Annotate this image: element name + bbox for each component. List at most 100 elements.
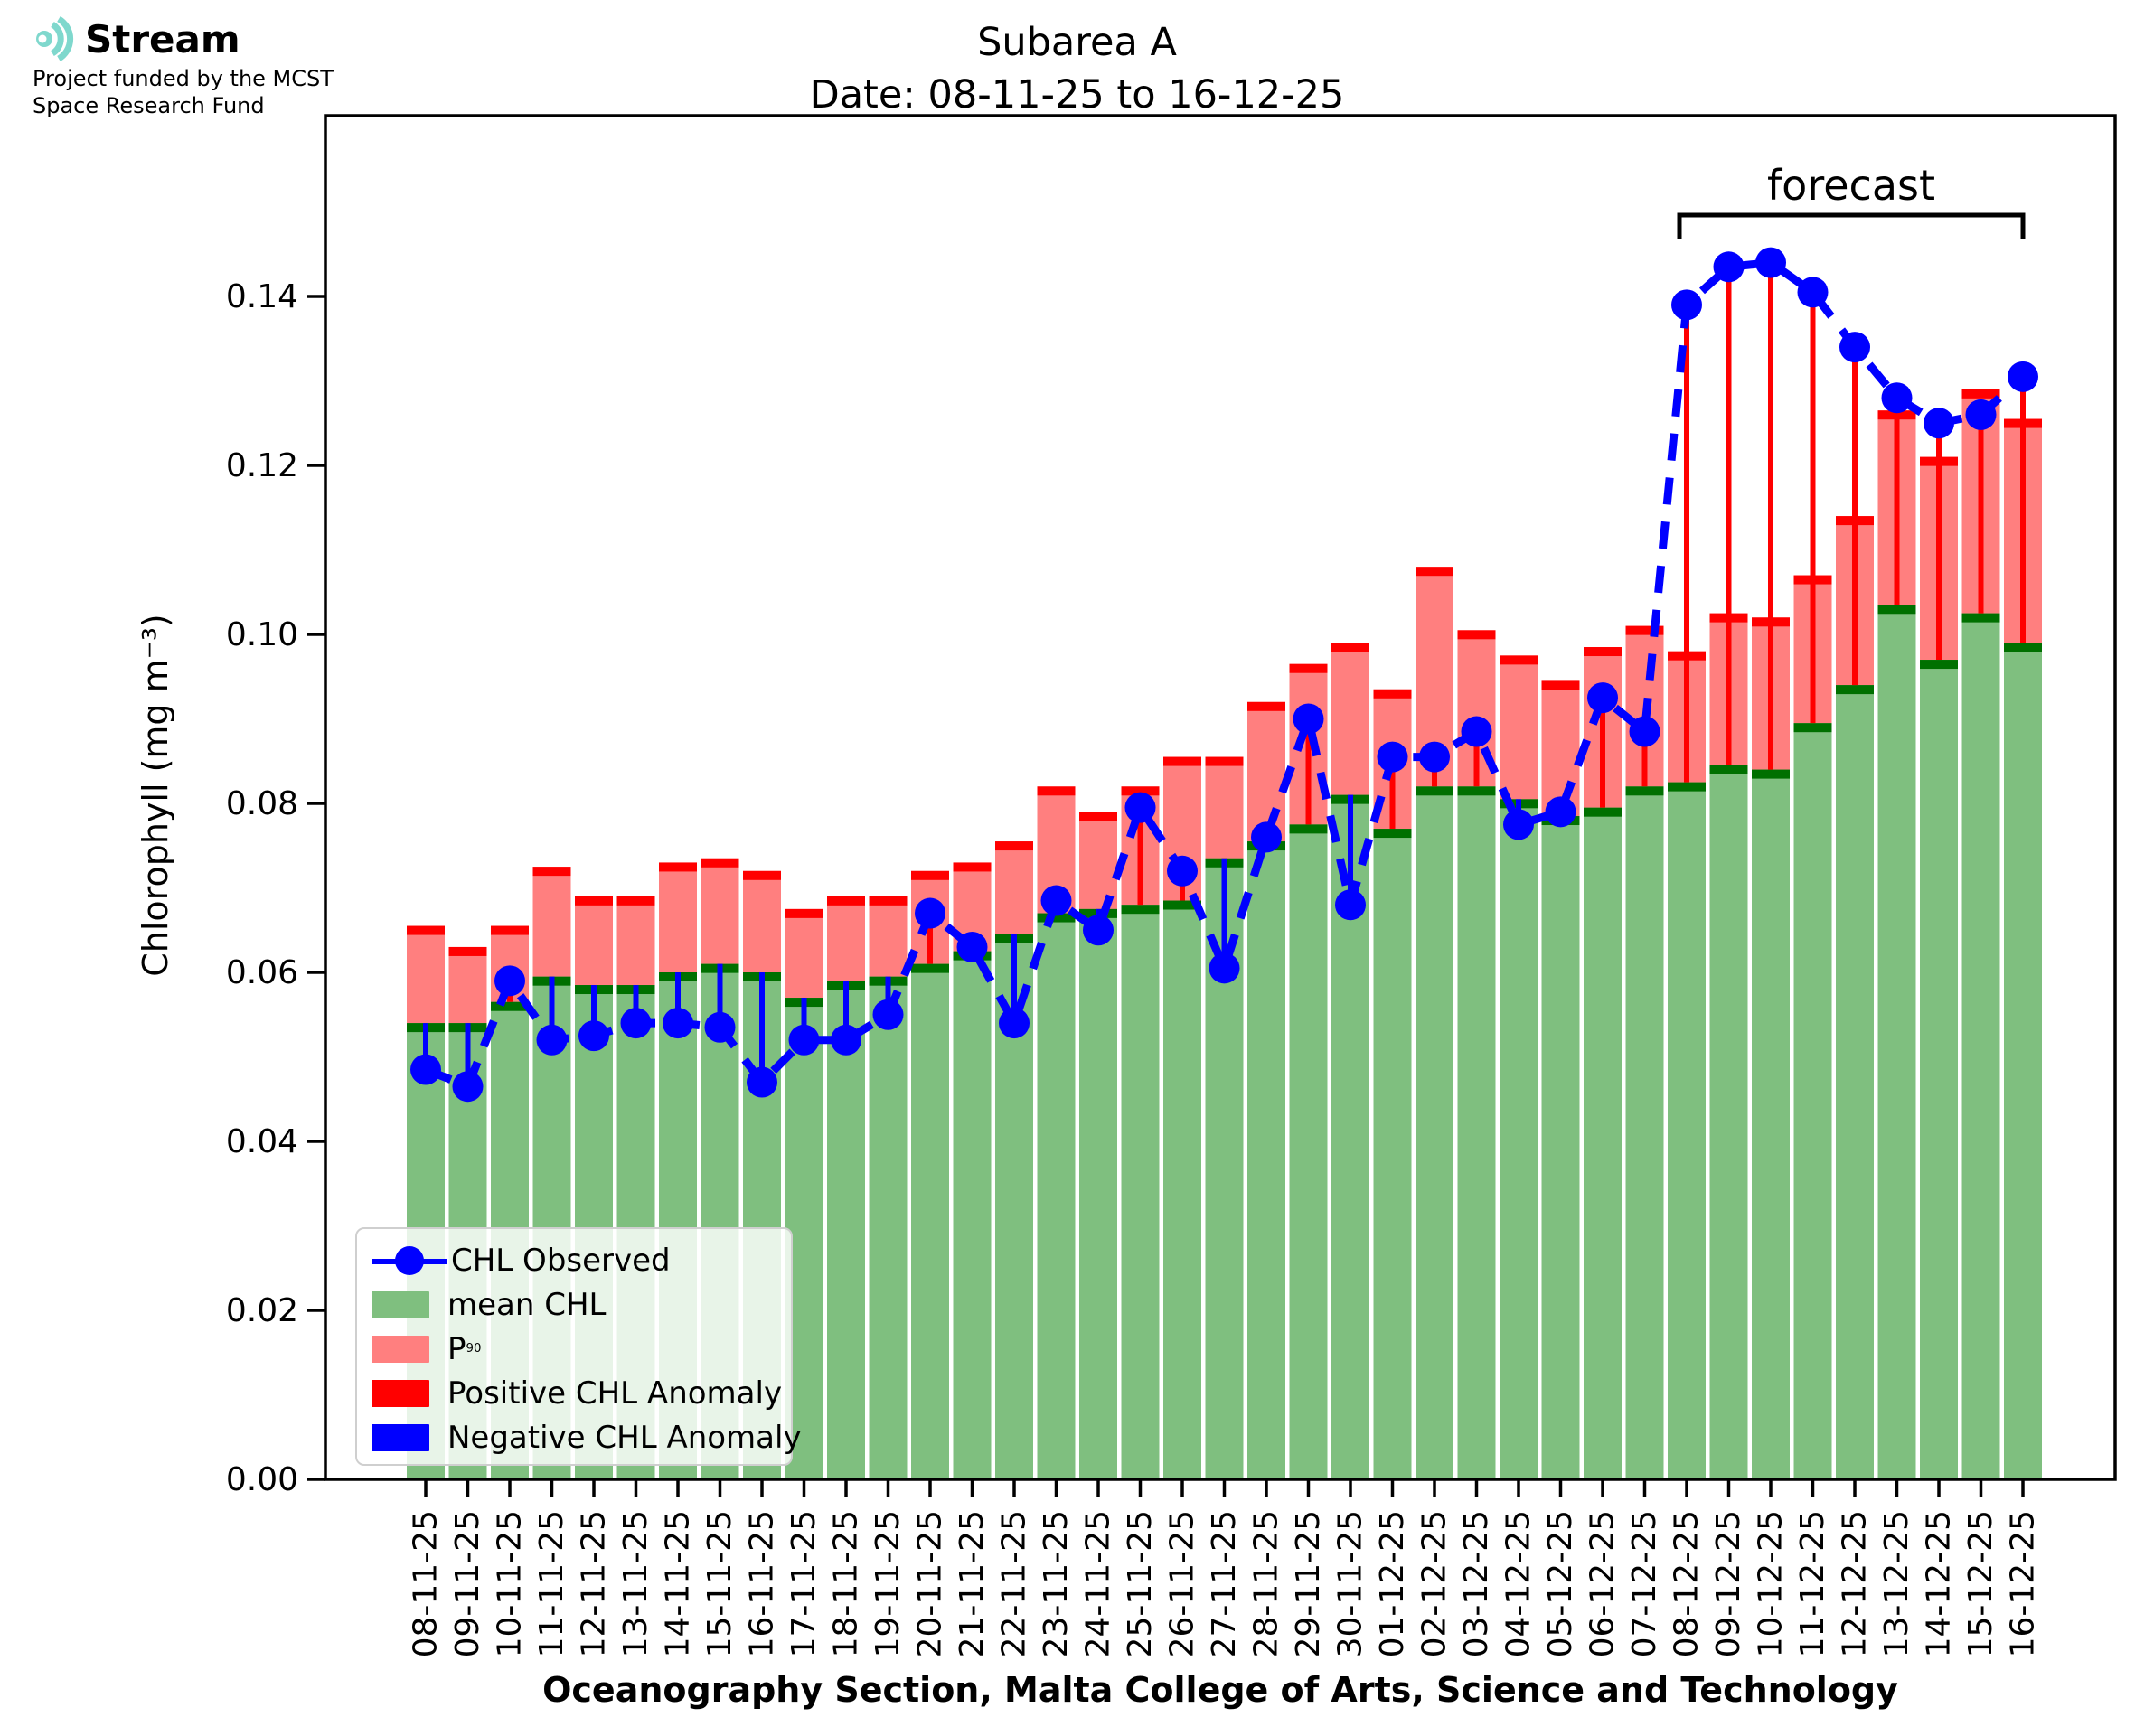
observed-point — [620, 1008, 652, 1039]
mean-cap — [1037, 913, 1076, 923]
x-tick-label: 09-12-25 — [1710, 1510, 1747, 1657]
x-tick-label: 04-12-25 — [1500, 1510, 1538, 1657]
p90-cap — [1457, 630, 1496, 640]
mean-bar — [827, 981, 865, 1479]
legend-swatch-icon — [372, 1290, 429, 1318]
x-tick-label: 15-12-25 — [1962, 1510, 1999, 1657]
x-tick-label: 06-12-25 — [1585, 1510, 1622, 1657]
mean-cap — [1373, 829, 1412, 839]
observed-point — [1839, 332, 1870, 363]
mean-bar — [1541, 816, 1580, 1479]
mean-cap — [1457, 786, 1496, 796]
x-tick-label: 26-11-25 — [1164, 1510, 1201, 1657]
legend-swatch-icon — [372, 1379, 429, 1407]
p90-cap — [1247, 701, 1285, 711]
observed-point — [788, 1024, 820, 1056]
observed-point — [1293, 703, 1324, 735]
observed-point — [1587, 682, 1618, 714]
chart-title-line2: Date: 08-11-25 to 16-12-25 — [809, 72, 1345, 117]
p90-cap — [448, 946, 487, 956]
mean-cap — [1961, 613, 2000, 623]
observed-point — [915, 897, 945, 929]
observed-point — [1713, 251, 1745, 283]
chart-title: Subarea A Date: 08-11-25 to 16-12-25 — [0, 20, 2154, 117]
legend-item-p90: P 90 — [372, 1327, 791, 1371]
p90-cap — [1205, 756, 1244, 766]
x-tick-label: 12-12-25 — [1837, 1510, 1874, 1657]
chart-legend: CHL Observed mean CHL P 90 Positive CHL Anom… — [355, 1227, 802, 1466]
x-tick-label: 02-12-25 — [1416, 1510, 1453, 1657]
x-tick-label: 08-11-25 — [408, 1510, 445, 1657]
p90-cap — [1121, 786, 1160, 796]
mean-bar — [911, 963, 949, 1479]
observed-point — [2008, 361, 2038, 392]
y-tick-label: 0.04 — [226, 1123, 298, 1160]
legend-swatch-icon — [372, 1423, 429, 1451]
mean-cap — [491, 1001, 529, 1011]
x-tick-label: 11-12-25 — [1794, 1510, 1831, 1657]
p90-cap — [827, 896, 865, 906]
mean-cap — [1920, 660, 1958, 670]
observed-point — [1965, 399, 1997, 430]
legend-item-label-subscript: 90 — [466, 1342, 482, 1356]
legend-item-chl-observed: CHL Observed — [372, 1238, 791, 1282]
p90-cap — [701, 858, 739, 868]
observed-point — [747, 1066, 777, 1098]
observed-point — [1629, 716, 1660, 747]
mean-bar — [1877, 605, 1916, 1479]
legend-item-label: Negative CHL Anomaly — [447, 1419, 802, 1456]
p90-cap — [1500, 655, 1538, 665]
observed-point — [410, 1054, 441, 1085]
mean-cap — [1877, 605, 1916, 615]
mean-bar — [953, 951, 992, 1479]
mean-bar — [1373, 829, 1412, 1479]
p90-cap — [995, 841, 1033, 851]
legend-item-mean-chl: mean CHL — [372, 1282, 791, 1327]
p90-cap — [575, 896, 613, 906]
observed-point — [578, 1020, 609, 1052]
mean-cap — [1121, 905, 1160, 915]
x-tick-label: 30-11-25 — [1332, 1510, 1369, 1657]
observed-point — [1377, 741, 1408, 773]
observed-point — [452, 1071, 484, 1103]
observed-point — [1335, 889, 1366, 921]
p90-cap — [1163, 756, 1201, 766]
mean-cap — [1289, 824, 1328, 834]
forecast-annotation: forecast — [1766, 161, 1936, 210]
x-tick-label: 09-11-25 — [449, 1510, 486, 1657]
mean-bar — [1920, 660, 1958, 1479]
p90-cap — [1079, 812, 1117, 821]
x-tick-label: 20-11-25 — [912, 1510, 949, 1657]
x-tick-label: 10-12-25 — [1753, 1510, 1790, 1657]
observed-point — [1461, 716, 1492, 747]
x-tick-label: 16-11-25 — [744, 1510, 781, 1657]
observed-point — [831, 1024, 861, 1056]
legend-item-label: mean CHL — [447, 1286, 607, 1323]
x-tick-label: 23-11-25 — [1038, 1510, 1075, 1657]
legend-item-label: Positive CHL Anomaly — [447, 1375, 783, 1412]
mean-cap — [1709, 765, 1748, 774]
mean-cap — [1752, 769, 1790, 779]
chart-title-line1: Subarea A — [977, 20, 1177, 65]
p90-cap — [1584, 647, 1622, 657]
y-tick-label: 0.14 — [226, 278, 298, 315]
p90-cap — [785, 908, 823, 918]
mean-cap — [1163, 900, 1201, 910]
observed-point — [1755, 247, 1786, 278]
mean-bar — [1457, 786, 1496, 1479]
p90-cap — [1416, 567, 1453, 577]
axes-frame — [324, 114, 2117, 1481]
mean-bar — [1121, 905, 1160, 1479]
observed-point — [1924, 408, 1954, 439]
x-tick-label: 18-11-25 — [828, 1510, 865, 1657]
forecast-bracket — [1677, 212, 2026, 239]
p90-cap — [953, 862, 992, 872]
legend-item-positive-chl-anomaly: Positive CHL Anomaly — [372, 1371, 791, 1415]
observed-point — [1124, 792, 1156, 823]
observed-point — [494, 965, 525, 997]
observed-point — [1503, 809, 1534, 840]
x-tick-label: 21-11-25 — [954, 1510, 991, 1657]
observed-point — [1881, 382, 1913, 414]
